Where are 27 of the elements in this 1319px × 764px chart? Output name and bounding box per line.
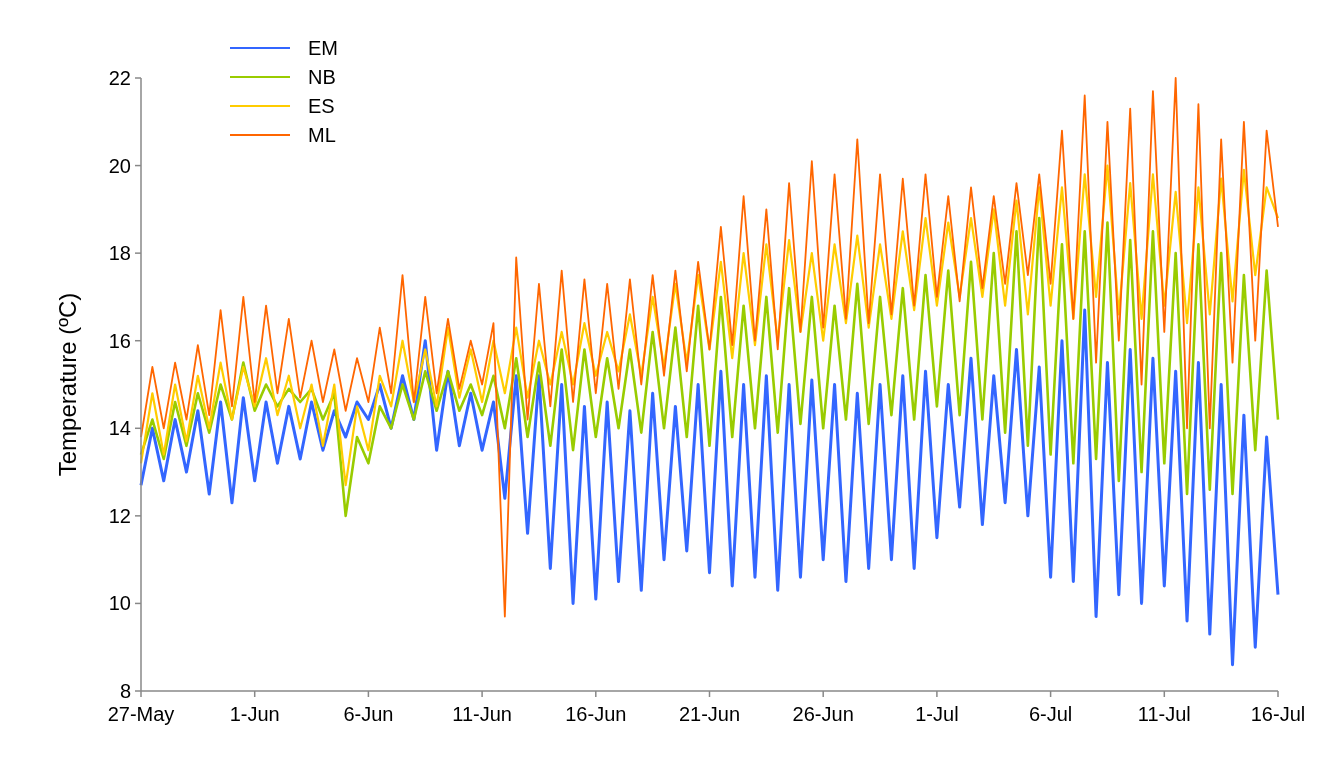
y-tick-label: 14	[108, 417, 131, 440]
x-tick-label: 16-Jun	[565, 703, 627, 725]
x-tick-label: 11-Jun	[452, 703, 512, 725]
x-tick-label: 21-Jun	[678, 703, 741, 725]
legend-label: EM	[308, 37, 338, 59]
y-axis-title: Temperature (ºC)	[54, 292, 81, 477]
y-tick-label: 22	[108, 67, 131, 89]
y-tick-label: 18	[108, 242, 131, 265]
y-tick-label: 20	[108, 154, 131, 177]
y-tick-label: 12	[108, 504, 131, 527]
x-tick-label: 6-Jul	[1028, 703, 1073, 725]
line-series	[139, 308, 1280, 667]
line-series	[139, 164, 1280, 487]
x-tick-label: 26-Jun	[792, 703, 854, 725]
legend-label: NB	[308, 66, 336, 88]
x-tick-label: 6-Jun	[343, 703, 394, 725]
legend-label: ES	[308, 95, 335, 117]
legend-label: ML	[308, 124, 336, 146]
x-tick-label: 1-Jun	[229, 703, 280, 725]
x-tick-label: 1-Jul	[915, 703, 959, 725]
x-tick-label: 16-Jul	[1250, 703, 1306, 725]
x-tick-label: 27-May	[107, 703, 175, 725]
y-tick-label: 8	[119, 680, 131, 702]
x-tick-label: 11-Jul	[1137, 703, 1191, 725]
y-tick-label: 10	[108, 592, 131, 615]
y-tick-label: 16	[108, 329, 131, 352]
line-series	[139, 216, 1280, 518]
